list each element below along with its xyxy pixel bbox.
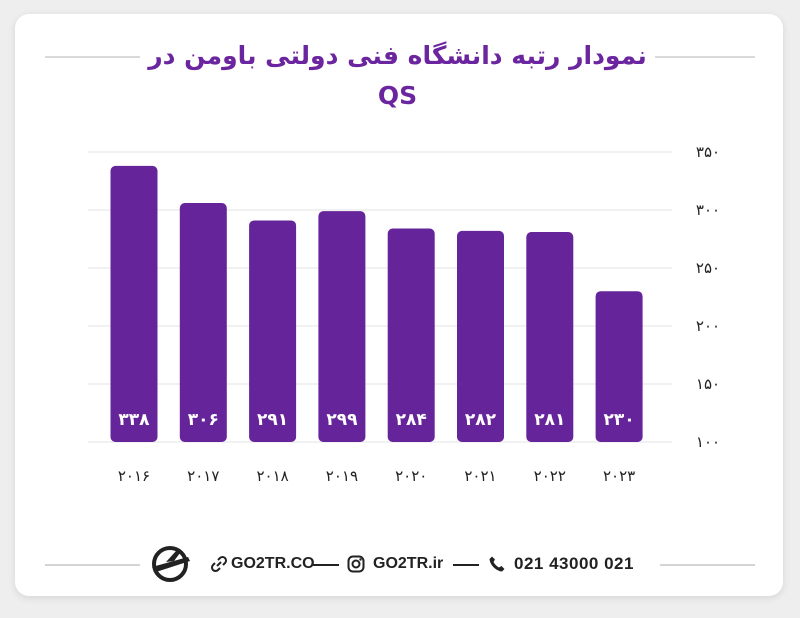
bar-value-label: ۲۸۴ — [396, 410, 427, 430]
phone-number[interactable]: 021 43000 021 — [514, 554, 634, 573]
y-tick-label: ۱۰۰ — [696, 433, 720, 451]
go2tr-logo-icon — [152, 546, 190, 582]
website-link[interactable]: GO2TR.CO — [231, 555, 315, 572]
bar-value-label: ۲۸۲ — [465, 410, 497, 430]
bar-value-label: ۳۳۸ — [118, 410, 150, 430]
instagram-icon — [347, 555, 365, 573]
bar — [249, 220, 297, 442]
bar — [387, 228, 435, 442]
footer-divider-left — [45, 564, 140, 566]
title-divider-left — [45, 56, 140, 58]
link-icon — [210, 555, 228, 573]
x-tick-label: ۲۰۱۶ — [118, 467, 150, 485]
bar-value-label: ۲۹۹ — [326, 410, 358, 430]
bar — [595, 291, 643, 442]
y-tick-label: ۱۵۰ — [696, 375, 720, 393]
title-row: نمودار رتبه دانشگاه فنی دولتی باومن در Q… — [0, 36, 800, 110]
bar — [318, 211, 366, 442]
bar — [179, 203, 227, 442]
x-tick-label: ۲۰۱۷ — [187, 467, 219, 485]
footer-divider-right — [660, 564, 755, 566]
x-tick-label: ۲۰۱۹ — [326, 467, 358, 485]
y-tick-label: ۳۵۰ — [696, 143, 720, 161]
title-divider-right — [655, 56, 755, 58]
footer-separator-2 — [453, 564, 479, 566]
instagram-handle[interactable]: GO2TR.ir — [373, 555, 444, 572]
x-tick-label: ۲۰۱۸ — [256, 467, 288, 485]
bar-value-label: ۲۹۱ — [257, 410, 288, 430]
bar-value-label: ۲۸۱ — [534, 410, 565, 430]
bar — [110, 165, 158, 443]
y-tick-label: ۳۰۰ — [696, 201, 720, 219]
chart-title: نمودار رتبه دانشگاه فنی دولتی باومن در Q… — [148, 41, 647, 110]
x-tick-label: ۲۰۲۳ — [603, 467, 635, 485]
phone-icon — [489, 556, 505, 572]
bar — [457, 230, 504, 442]
x-tick-label: ۲۰۲۰ — [395, 467, 427, 485]
bar — [526, 232, 574, 442]
bar-value-label: ۲۳۰ — [604, 410, 635, 430]
x-tick-label: ۲۰۲۱ — [464, 467, 496, 485]
y-tick-label: ۲۵۰ — [696, 259, 720, 277]
footer-separator-1 — [313, 564, 339, 566]
x-tick-label: ۲۰۲۲ — [534, 467, 566, 485]
footer: GO2TR.CO GO2TR.ir 021 43000 021 — [0, 545, 800, 583]
y-tick-label: ۲۰۰ — [696, 317, 720, 335]
bar-value-label: ۳۰۶ — [188, 410, 219, 430]
